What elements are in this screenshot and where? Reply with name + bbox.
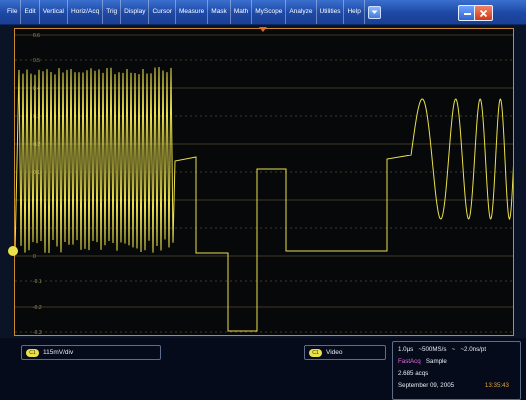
close-button[interactable]: [474, 5, 493, 21]
menu-display[interactable]: Display: [121, 0, 149, 24]
menu-cursor[interactable]: Cursor: [149, 0, 176, 24]
menu-items: File Edit Vertical Horiz/Acq Trig Displa…: [4, 0, 381, 24]
minimize-icon: [463, 10, 472, 16]
acquisition-count: 2.685 acqs: [398, 370, 428, 377]
menu-measure[interactable]: Measure: [176, 0, 208, 24]
acq-count-line: 2.685 acqs: [398, 370, 428, 377]
menu-math[interactable]: Math: [231, 0, 252, 24]
acquisition-mode: FastAcq: [398, 358, 421, 365]
menu-edit[interactable]: Edit: [21, 0, 39, 24]
date: September 09, 2005: [398, 382, 454, 389]
dropdown-button[interactable]: [368, 6, 381, 19]
channel-1-ground-marker[interactable]: [8, 246, 18, 256]
graticule-label: 0.5: [33, 58, 40, 64]
sample-mode: Sample: [426, 358, 447, 365]
menu-file[interactable]: File: [4, 0, 21, 24]
trigger-type-label: Video: [326, 349, 343, 356]
trigger-channel-badge: C1: [309, 349, 322, 357]
menu-horiz-acq[interactable]: Horiz/Acq: [68, 0, 103, 24]
graticule-label: 0.6: [33, 33, 40, 39]
graticule-label: -0.2: [33, 305, 42, 311]
graticule-label: -0.1: [33, 279, 42, 285]
chevron-down-icon: [371, 10, 378, 15]
graticule-label: 0: [33, 254, 36, 260]
trigger-position-marker[interactable]: [259, 27, 267, 32]
trigger-readout[interactable]: C1 Video: [304, 345, 386, 360]
menu-analyze[interactable]: Analyze: [286, 0, 316, 24]
time: 13:35:43: [485, 382, 509, 389]
channel-1-readout[interactable]: C1 115mV/div: [21, 345, 161, 360]
menu-mask[interactable]: Mask: [208, 0, 231, 24]
graticule-label: -0.3: [33, 330, 42, 336]
resolution: ~2.0ns/pt: [460, 346, 486, 353]
date-line: September 09, 2005 13:35:43: [398, 382, 515, 389]
timebase: 1.0µs: [398, 346, 413, 353]
menu-trig[interactable]: Trig: [103, 0, 121, 24]
waveform-display[interactable]: 0.6 0.5 0.4 0.3 0.2 0.1 0 -0.1 -0.2 -0.3: [14, 28, 514, 336]
menu-myscope[interactable]: MyScope: [252, 0, 286, 24]
menu-utilities[interactable]: Utilities: [317, 0, 345, 24]
channel-1-badge: C1: [26, 349, 39, 357]
acquisition-readout[interactable]: 1.0µs ~500MS/s ~ ~2.0ns/pt FastAcq Sampl…: [392, 341, 521, 400]
timebase-line: 1.0µs ~500MS/s ~ ~2.0ns/pt: [398, 346, 486, 353]
close-icon: [479, 9, 488, 18]
channel-1-trace: [15, 67, 514, 331]
menu-help[interactable]: Help: [344, 0, 364, 24]
status-panel: C1 115mV/div C1 Video 1.0µs ~500MS/s ~ ~…: [0, 338, 526, 400]
sample-rate: ~500MS/s: [418, 346, 446, 353]
menu-vertical[interactable]: Vertical: [40, 0, 68, 24]
readout-separator: ~: [452, 346, 456, 353]
mode-line: FastAcq Sample: [398, 358, 447, 365]
channel-1-scale: 115mV/div: [43, 349, 73, 356]
menu-bar: File Edit Vertical Horiz/Acq Trig Displa…: [0, 0, 526, 25]
waveform-svg: 0.60.50.40.30.20.10-0.1-0.2-0.3: [15, 29, 514, 336]
